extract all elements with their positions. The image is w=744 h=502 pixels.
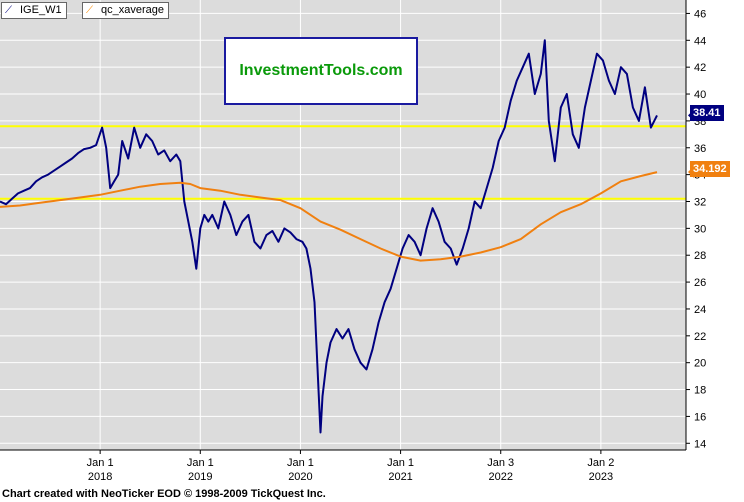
x-tick-label-bottom: 2022 xyxy=(488,471,512,483)
x-tick-label-bottom: 2023 xyxy=(589,471,613,483)
x-tick-label-bottom: 2019 xyxy=(188,471,212,483)
watermark-logo: InvestmentTools.com xyxy=(224,37,418,105)
y-tick-label: 16 xyxy=(694,411,706,423)
last-value-average: 34.192 xyxy=(690,161,730,177)
y-tick-label: 26 xyxy=(694,277,706,289)
y-tick-label: 46 xyxy=(694,8,706,20)
y-tick-label: 28 xyxy=(694,250,706,262)
y-tick-label: 40 xyxy=(694,89,706,101)
x-tick-label-bottom: 2020 xyxy=(288,471,312,483)
x-tick-label-top: Jan 1 xyxy=(87,457,114,469)
last-value-average-text: 34.192 xyxy=(693,163,727,175)
y-tick-label: 32 xyxy=(694,196,706,208)
y-tick-label: 44 xyxy=(694,35,706,47)
x-axis: Jan 1 2018 Jan 1 2019 Jan 1 2020 Jan 1 2021 Jan … xyxy=(0,449,686,483)
legend-label: qc_xaverage xyxy=(101,4,164,16)
x-tick-label-top: Jan 1 xyxy=(287,457,314,469)
x-tick-label-bottom: 2018 xyxy=(88,471,112,483)
legend-item-qc-xaverage: ⟋ qc_xaverage xyxy=(82,2,169,19)
series xyxy=(0,39,658,434)
x-tick-label-bottom: 2021 xyxy=(388,471,412,483)
y-tick-label: 18 xyxy=(694,385,706,397)
y-tick-label: 20 xyxy=(694,358,706,370)
y-tick-label: 36 xyxy=(694,143,706,155)
y-tick-label: 30 xyxy=(694,223,706,235)
y-axis: 1416182022242628303234363840424446 xyxy=(685,0,706,450)
footer-credit: Chart created with NeoTicker EOD © 1998-… xyxy=(2,488,326,500)
series-line-qc-xaverage xyxy=(0,171,658,262)
y-tick-label: 14 xyxy=(694,438,706,450)
y-tick-label: 42 xyxy=(694,62,706,74)
legend-label: IGE_W1 xyxy=(20,4,62,16)
last-value-price: 38.41 xyxy=(690,105,724,121)
x-tick-label-top: Jan 3 xyxy=(487,457,514,469)
line-icon: ⟋ xyxy=(86,5,93,16)
y-tick-label: 24 xyxy=(694,304,706,316)
series-line-ige-w1 xyxy=(0,39,658,434)
y-tick-label: 22 xyxy=(694,331,706,343)
legend-item-ige-w1: ⟋ IGE_W1 xyxy=(1,2,67,19)
watermark-text: InvestmentTools.com xyxy=(239,62,403,79)
x-tick-label-top: Jan 1 xyxy=(387,457,414,469)
x-tick-label-top: Jan 1 xyxy=(187,457,214,469)
x-tick-label-top: Jan 2 xyxy=(587,457,614,469)
line-icon: ⟋ xyxy=(5,5,12,16)
last-value-price-text: 38.41 xyxy=(693,107,721,119)
